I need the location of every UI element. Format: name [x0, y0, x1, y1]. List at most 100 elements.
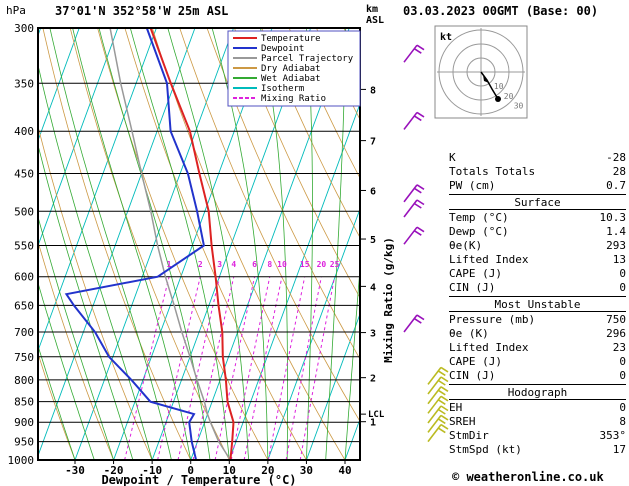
stat-value: 23 [612, 341, 626, 354]
mixing-ratio-tick: 20 [317, 260, 327, 269]
wind-barb [403, 184, 425, 203]
mixing-ratio-tick: 3 [217, 260, 222, 269]
hodograph-storm-dot [495, 96, 501, 102]
temp-tick: 10 [223, 464, 236, 477]
stat-value: 296 [606, 327, 626, 340]
stat-row: CIN (J) 0 [449, 281, 626, 295]
legend-label: Dry Adiabat [261, 64, 321, 74]
stat-row: CAPE (J) 0 [449, 355, 626, 369]
temp-tick: -30 [65, 464, 85, 477]
wind-barb [427, 366, 449, 385]
copyright: © weatheronline.co.uk [452, 470, 604, 484]
stat-row: Lifted Index 13 [449, 253, 626, 267]
stat-label: CAPE (J) [449, 267, 502, 280]
stat-value: 0 [619, 369, 626, 382]
stat-value: -28 [606, 151, 626, 164]
mixing-ratio-tick: 25 [330, 260, 340, 269]
stat-label: CIN (J) [449, 281, 496, 294]
stat-value: 10.3 [599, 211, 627, 224]
stat-label: Lifted Index [449, 253, 529, 266]
pressure-tick: 800 [14, 374, 34, 387]
wind-barb [427, 405, 449, 424]
stat-label: StmSpd (kt) [449, 443, 522, 456]
pressure-tick: 700 [14, 326, 34, 339]
wind-barb [403, 44, 425, 63]
stat-label: EH [449, 401, 463, 414]
pressure-tick: 750 [14, 351, 34, 364]
curve-dewpoint [64, 28, 206, 460]
stat-value: 293 [606, 239, 626, 252]
pressure-tick: 550 [14, 239, 34, 252]
km-axis-unit: km [366, 4, 378, 15]
stat-label: Lifted Index [449, 341, 529, 354]
wind-barb [403, 314, 425, 333]
stat-row: StmDir 353° [449, 429, 626, 443]
stat-value: 0.7 [606, 179, 626, 192]
datetime-title: 03.03.2023 00GMT (Base: 00) [403, 4, 599, 18]
stat-value: 750 [606, 313, 626, 326]
stat-value: 1.4 [606, 225, 626, 238]
pressure-tick: 950 [14, 436, 34, 449]
mixing-ratio-tick: 1 [167, 260, 172, 269]
pressure-tick: 650 [14, 299, 34, 312]
km-tick: 8 [370, 85, 376, 96]
legend-label: Temperature [261, 34, 321, 44]
pressure-tick: 900 [14, 416, 34, 429]
mixing-ratio-lines [124, 276, 336, 460]
wind-barb [427, 376, 449, 395]
stat-value: 0 [619, 267, 626, 280]
temp-tick: 0 [187, 464, 194, 477]
stat-row: Lifted Index 23 [449, 341, 626, 355]
stat-label: CIN (J) [449, 369, 496, 382]
stat-row: CAPE (J) 0 [449, 267, 626, 281]
km-axis-unit2: ASL [366, 15, 384, 26]
stat-value: 8 [619, 415, 626, 428]
stat-label: θe (K) [449, 327, 489, 340]
hodograph-ring-label: 30 [514, 102, 524, 111]
hodograph-arrow [483, 75, 489, 83]
stat-value: 13 [612, 253, 626, 266]
pressure-tick: 350 [14, 77, 34, 90]
wind-barb [427, 414, 449, 433]
temp-tick: 20 [261, 464, 274, 477]
km-tick: 7 [370, 137, 376, 148]
legend-label: Dewpoint [261, 44, 304, 54]
section-title-surface: Surface [449, 194, 626, 210]
temp-tick: 40 [338, 464, 351, 477]
pressure-tick: 400 [14, 125, 34, 138]
km-tick: 4 [370, 282, 376, 293]
stat-row: Pressure (mb) 750 [449, 313, 626, 327]
wind-barb [427, 423, 449, 443]
stat-value: 0 [619, 401, 626, 414]
temp-tick: -20 [104, 464, 124, 477]
sounding-curves [64, 28, 235, 460]
hodograph-ring-label: 20 [504, 92, 514, 101]
stat-row: CIN (J) 0 [449, 369, 626, 383]
km-tick: 3 [370, 329, 376, 340]
pressure-tick: 450 [14, 167, 34, 180]
stat-row: θe (K) 296 [449, 327, 626, 341]
km-tick: 6 [370, 186, 376, 197]
mixing-ratio-tick: 4 [231, 260, 236, 269]
pressure-tick: 850 [14, 396, 34, 409]
km-tick: 5 [370, 235, 376, 246]
wind-barbs [403, 44, 449, 443]
legend-label: Wet Adiabat [261, 74, 321, 84]
curve-temperature [149, 28, 235, 460]
stat-value: 0 [619, 355, 626, 368]
stat-row: Temp (°C) 10.3 [449, 211, 626, 225]
stat-value: 353° [599, 429, 627, 442]
mixing-axis-label: Mixing Ratio (g/kg) [382, 237, 395, 363]
mixing-ratio-tick: 6 [252, 260, 257, 269]
hodograph-ring-label: 10 [494, 82, 504, 91]
mixing-ratio-tick: 2 [198, 260, 203, 269]
wind-barb [403, 199, 425, 218]
pressure-axis-unit: hPa [6, 4, 26, 17]
temp-tick: -10 [142, 464, 162, 477]
stat-row: StmSpd (kt) 17 [449, 443, 626, 457]
stat-value: 28 [612, 165, 626, 178]
pressure-tick: 1000 [8, 454, 35, 467]
